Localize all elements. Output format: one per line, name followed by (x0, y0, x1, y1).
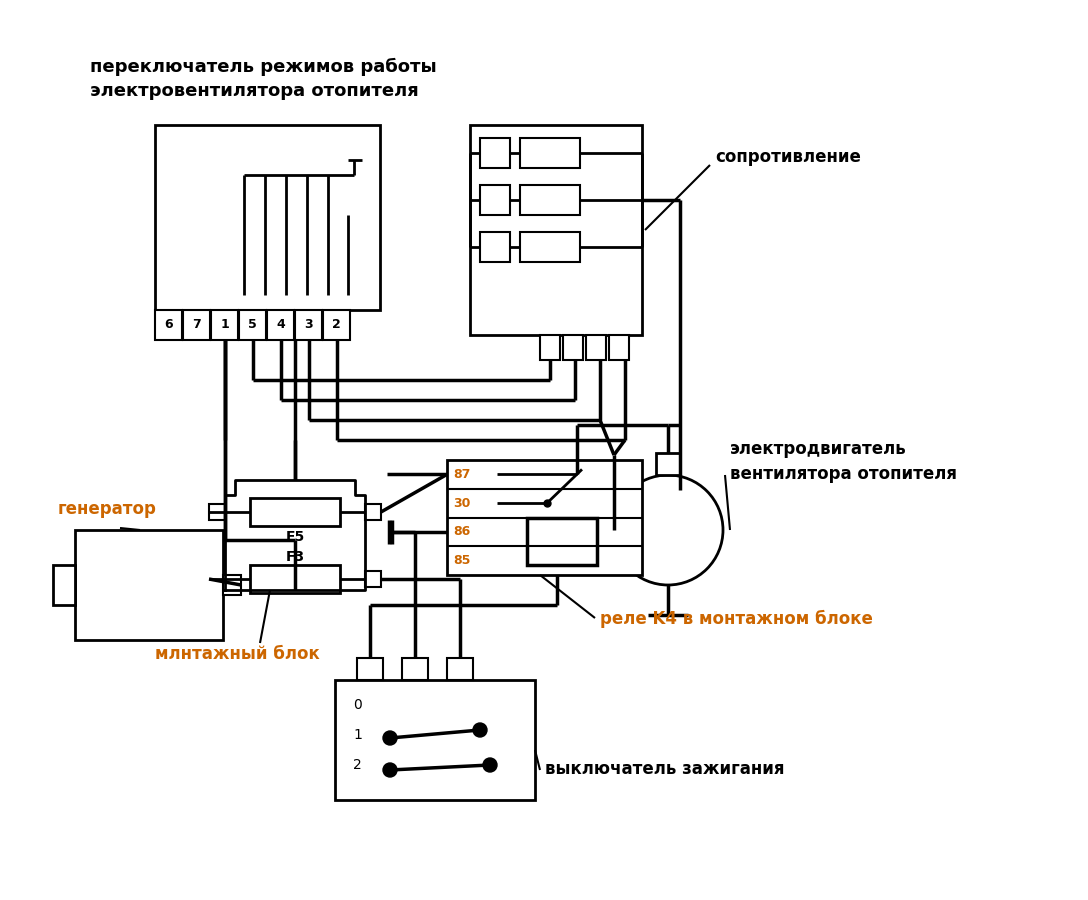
Bar (75, 530, 223, 640)
Bar (480, 138, 510, 168)
Bar (323, 310, 350, 340)
Bar (53, 565, 75, 605)
Bar (447, 460, 642, 575)
Bar (470, 125, 642, 335)
Circle shape (383, 763, 397, 777)
Text: 0: 0 (353, 698, 361, 712)
Text: 6: 6 (164, 319, 173, 331)
Bar (480, 185, 510, 215)
Text: 4: 4 (276, 319, 285, 331)
Text: млнтажный блок: млнтажный блок (154, 645, 320, 663)
Circle shape (383, 731, 397, 745)
Text: 86: 86 (453, 526, 470, 538)
Bar (520, 185, 580, 215)
Bar (656, 453, 680, 475)
Bar (154, 310, 182, 340)
Text: электровентилятора отопителя: электровентилятора отопителя (90, 82, 419, 100)
Bar (480, 232, 510, 262)
Bar (520, 232, 580, 262)
Text: F5: F5 (285, 530, 305, 544)
Bar (364, 504, 381, 520)
Text: переключатель режимов работы: переключатель режимов работы (90, 58, 436, 76)
Text: 7: 7 (193, 319, 201, 331)
Text: реле K4 в монтажном блоке: реле K4 в монтажном блоке (599, 610, 873, 628)
Text: сопротивление: сопротивление (715, 148, 861, 166)
Text: 3: 3 (305, 319, 313, 331)
Bar (586, 335, 606, 360)
Bar (527, 518, 597, 565)
Text: 2: 2 (353, 758, 361, 772)
Text: выключатель зажигания: выключатель зажигания (545, 760, 784, 778)
Bar (250, 565, 339, 593)
Text: 30: 30 (453, 497, 470, 509)
Bar (250, 498, 339, 526)
Bar (239, 310, 265, 340)
Bar (562, 335, 583, 360)
Text: 85: 85 (453, 554, 470, 567)
Bar (401, 658, 428, 680)
Circle shape (473, 723, 487, 737)
Bar (211, 310, 238, 340)
Bar (209, 504, 225, 520)
Circle shape (483, 758, 497, 772)
Text: 5: 5 (248, 319, 257, 331)
Bar (540, 335, 560, 360)
Bar (295, 310, 322, 340)
Text: вентилятора отопителя: вентилятора отопителя (730, 465, 957, 483)
Bar (267, 310, 294, 340)
Bar (223, 575, 242, 595)
Text: 2: 2 (332, 319, 341, 331)
Bar (447, 658, 473, 680)
Text: 87: 87 (453, 468, 470, 481)
Bar (609, 335, 629, 360)
Bar (357, 658, 383, 680)
Bar (520, 138, 580, 168)
Text: электродвигатель: электродвигатель (730, 440, 906, 458)
Bar (154, 125, 380, 310)
Bar (183, 310, 210, 340)
Text: 1: 1 (220, 319, 228, 331)
Text: 1: 1 (353, 728, 362, 742)
Bar (209, 571, 225, 587)
Text: F3: F3 (285, 550, 305, 564)
Bar (364, 571, 381, 587)
Bar (335, 680, 535, 800)
Text: генератор: генератор (58, 500, 157, 518)
